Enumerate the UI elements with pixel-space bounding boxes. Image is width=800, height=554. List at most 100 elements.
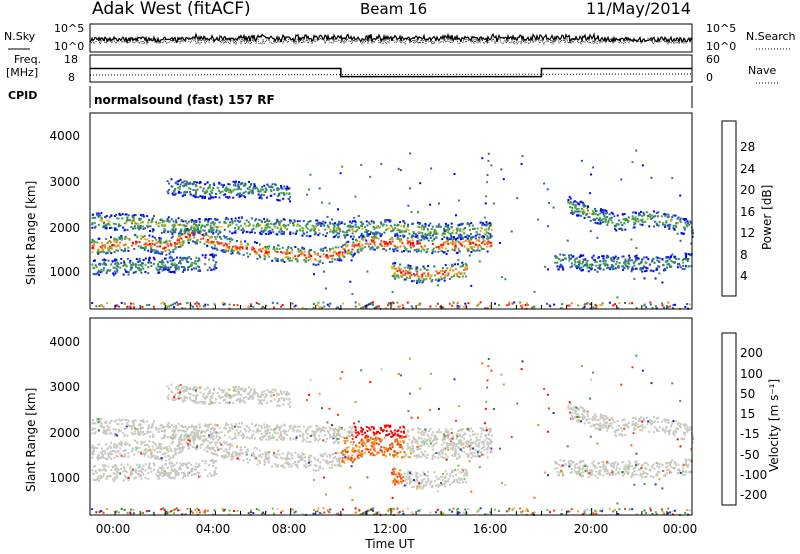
power-echo-5466 bbox=[614, 228, 617, 231]
velocity-echo-1575 bbox=[442, 449, 445, 452]
power-echo-2842 bbox=[468, 224, 471, 227]
power-scatter-6804 bbox=[457, 258, 460, 261]
velocity-echo-1275 bbox=[372, 454, 375, 456]
power-echo-1486 bbox=[159, 240, 162, 243]
power-echo-2858 bbox=[272, 223, 275, 226]
power-echo-4840 bbox=[673, 256, 676, 259]
power-echo-5422 bbox=[639, 223, 642, 226]
velocity-echo-63 bbox=[232, 455, 235, 458]
power-echo-3126 bbox=[212, 229, 215, 232]
power-echo-868 bbox=[234, 247, 237, 250]
power-echo-552 bbox=[209, 236, 212, 239]
velocity-echo-2607 bbox=[376, 430, 379, 433]
velocity-echo-2669 bbox=[103, 431, 106, 434]
power-noise-6522 bbox=[196, 301, 199, 304]
power-echo-6072 bbox=[173, 190, 176, 193]
velocity-echo-2023 bbox=[284, 430, 287, 433]
power-echo-2648 bbox=[196, 229, 199, 232]
velocity-echo-2095 bbox=[487, 438, 490, 440]
power-echo-3760 bbox=[215, 254, 218, 257]
velocity-echo-2055 bbox=[458, 435, 461, 438]
power-echo-3076 bbox=[362, 235, 365, 238]
power-echo-4454 bbox=[666, 263, 669, 266]
power-echo-4632 bbox=[576, 267, 578, 270]
power-echo-2088 bbox=[174, 231, 177, 234]
power-echo-56 bbox=[157, 252, 160, 255]
velocity-echo-2509 bbox=[209, 434, 212, 437]
power-echo-464 bbox=[383, 248, 386, 250]
power-echo-3680 bbox=[142, 267, 145, 270]
velocity-echo-1437 bbox=[245, 450, 248, 453]
velocity-echo-2785 bbox=[147, 427, 150, 430]
power-echo-3620 bbox=[115, 258, 118, 261]
power-echo-4028 bbox=[174, 266, 177, 269]
power-echo-3714 bbox=[157, 271, 160, 274]
velocity-echo-2361 bbox=[117, 423, 120, 426]
power-echo-3844 bbox=[186, 261, 189, 264]
power-echo-5760 bbox=[182, 184, 185, 187]
power-echo-4062 bbox=[130, 264, 133, 266]
velocity-echo-1155 bbox=[156, 457, 159, 460]
velocity-echo-1681 bbox=[231, 455, 234, 458]
velocity-echo-1641 bbox=[452, 441, 455, 444]
velocity-echo-2305 bbox=[103, 430, 105, 433]
power-echo-6104 bbox=[236, 188, 239, 191]
velocity-echo-2429 bbox=[324, 440, 327, 443]
power-echo-1126 bbox=[180, 237, 183, 240]
power-echo-4200 bbox=[421, 274, 424, 277]
power-echo-1448 bbox=[119, 246, 122, 249]
power-echo-3600 bbox=[115, 267, 118, 270]
velocity-echo-319 bbox=[347, 455, 350, 458]
power-echo-3508 bbox=[310, 229, 313, 232]
power-echo-3584 bbox=[188, 266, 191, 268]
power-echo-1306 bbox=[383, 240, 386, 243]
power-echo-5136 bbox=[618, 228, 621, 231]
velocity-echo-1587 bbox=[427, 445, 430, 448]
power-echo-4528 bbox=[612, 258, 615, 261]
power-echo-1340 bbox=[447, 243, 450, 246]
power-echo-4410 bbox=[575, 257, 578, 260]
power-echo-3700 bbox=[147, 266, 150, 269]
power-echo-3932 bbox=[138, 257, 141, 260]
power-echo-4262 bbox=[406, 276, 408, 279]
power-echo-5954 bbox=[221, 190, 224, 193]
velocity-echo-2771 bbox=[422, 440, 425, 443]
power-echo-3350 bbox=[459, 223, 462, 225]
power-echo-5880 bbox=[187, 182, 190, 185]
velocity-echo-805 bbox=[94, 446, 97, 449]
power-echo-4800 bbox=[689, 253, 691, 256]
power-echo-1258 bbox=[352, 241, 355, 244]
power-echo-5576 bbox=[286, 188, 289, 191]
power-echo-6002 bbox=[257, 193, 260, 196]
power-echo-2542 bbox=[99, 219, 102, 222]
velocity-echo-1387 bbox=[110, 441, 112, 444]
power-scatter-6714 bbox=[410, 211, 413, 214]
power-echo-2788 bbox=[433, 228, 436, 231]
power-echo-1582 bbox=[336, 254, 339, 257]
power-noise-6176 bbox=[612, 304, 615, 307]
power-scatter-6860 bbox=[580, 159, 583, 162]
power-echo-2284 bbox=[142, 215, 145, 218]
power-echo-690 bbox=[423, 249, 426, 252]
power-echo-5064 bbox=[604, 212, 607, 215]
power-echo-4864 bbox=[570, 257, 573, 260]
power-echo-2208 bbox=[163, 228, 166, 231]
velocity-echo-2331 bbox=[290, 425, 293, 428]
velocity-echo-2295 bbox=[355, 436, 357, 439]
velocity-echo-979 bbox=[222, 450, 225, 453]
power-echo-2252 bbox=[302, 220, 305, 223]
power-echo-3634 bbox=[182, 271, 184, 273]
power-echo-3450 bbox=[130, 226, 133, 228]
velocity-echo-1119 bbox=[348, 458, 351, 461]
power-echo-2530 bbox=[481, 222, 484, 225]
power-noise-6516 bbox=[396, 301, 399, 304]
power-echo-4164 bbox=[465, 275, 468, 278]
power-echo-724 bbox=[359, 246, 362, 249]
power-echo-3368 bbox=[443, 236, 446, 239]
power-echo-2100 bbox=[162, 219, 165, 222]
velocity-echo-2115 bbox=[302, 433, 305, 436]
power-echo-1020 bbox=[108, 250, 111, 253]
power-echo-2938 bbox=[336, 228, 339, 231]
power-echo-994 bbox=[367, 242, 369, 245]
power-echo-1942 bbox=[356, 228, 359, 231]
